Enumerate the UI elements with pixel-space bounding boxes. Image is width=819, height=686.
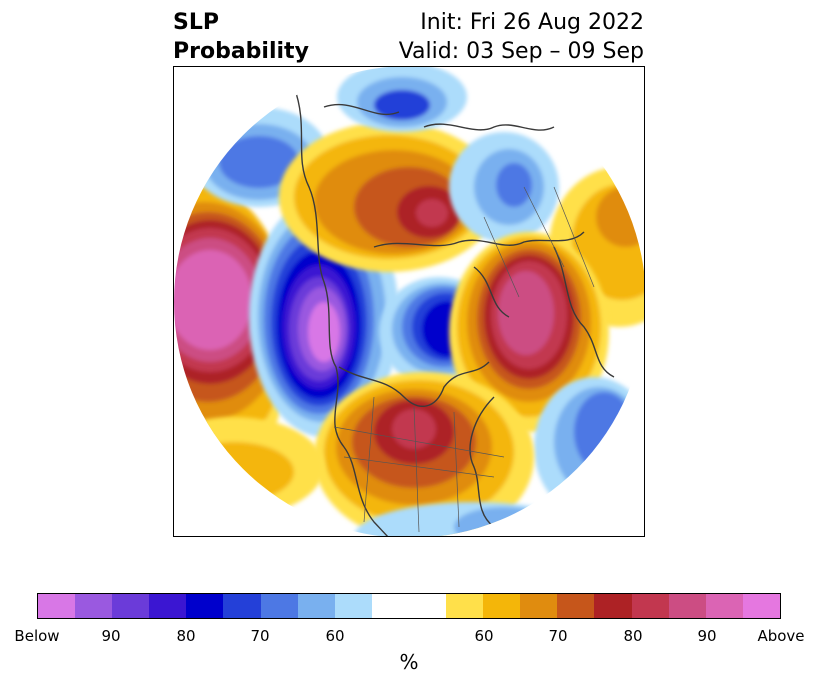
colorbar-segment-4 (186, 594, 224, 618)
alaska-below-region (249, 197, 399, 437)
colorbar-segment-10 (408, 594, 447, 618)
scandinavia-below-region (449, 132, 559, 242)
north-pacific-above-region (174, 182, 290, 512)
colorbar-tick-above-80: 80 (623, 627, 643, 645)
colorbar-segment-12 (483, 594, 521, 618)
colorbar-segment-14 (557, 594, 595, 618)
siberia-above-region (279, 122, 499, 272)
colorbar-segment-1 (75, 594, 113, 618)
colorbar-unit: % (399, 650, 419, 674)
colorbar (37, 593, 781, 619)
probability-map (174, 67, 644, 536)
colorbar-tick-below-60: 60 (325, 627, 345, 645)
colorbar-segment-0 (38, 594, 76, 618)
title-right: Init: Fri 26 Aug 2022 Valid: 03 Sep – 09… (399, 8, 644, 66)
title-left: SLP Probability (173, 8, 309, 66)
colorbar-segment-18 (705, 594, 743, 618)
map-frame (173, 66, 645, 537)
colorbar-tick-below: Below (14, 627, 60, 645)
title-product: Probability (173, 39, 309, 64)
east-siberian-below-region (337, 67, 467, 132)
colorbar-tick-above-90: 90 (697, 627, 717, 645)
borders (333, 186, 595, 533)
colorbar-segment-16 (631, 594, 669, 618)
colorbar-segment-9 (371, 594, 409, 618)
colorbar-tick-above-70: 70 (548, 627, 568, 645)
init-date: Init: Fri 26 Aug 2022 (420, 10, 644, 35)
colorbar-segment-7 (297, 594, 335, 618)
colorbar-segment-5 (223, 594, 261, 618)
colorbar-tick-above: Above (757, 627, 805, 645)
colorbar-tick-below-80: 80 (176, 627, 196, 645)
colorbar-segment-19 (742, 594, 780, 618)
colorbar-tick-above-60: 60 (474, 627, 494, 645)
colorbar-segment-13 (520, 594, 558, 618)
north-atlantic-above-region (449, 232, 609, 432)
colorbar-segment-11 (446, 594, 484, 618)
colorbar-segment-17 (668, 594, 706, 618)
colorbar-tick-below-70: 70 (250, 627, 270, 645)
colorbar-tick-below-90: 90 (101, 627, 121, 645)
colorbar-segment-8 (334, 594, 372, 618)
colorbar-segment-3 (149, 594, 187, 618)
probability-field (174, 67, 644, 536)
colorbar-segment-6 (260, 594, 298, 618)
colorbar-segment-2 (112, 594, 150, 618)
colorbar-segment-15 (594, 594, 632, 618)
title-variable: SLP (173, 10, 219, 35)
valid-range: Valid: 03 Sep – 09 Sep (398, 39, 644, 64)
